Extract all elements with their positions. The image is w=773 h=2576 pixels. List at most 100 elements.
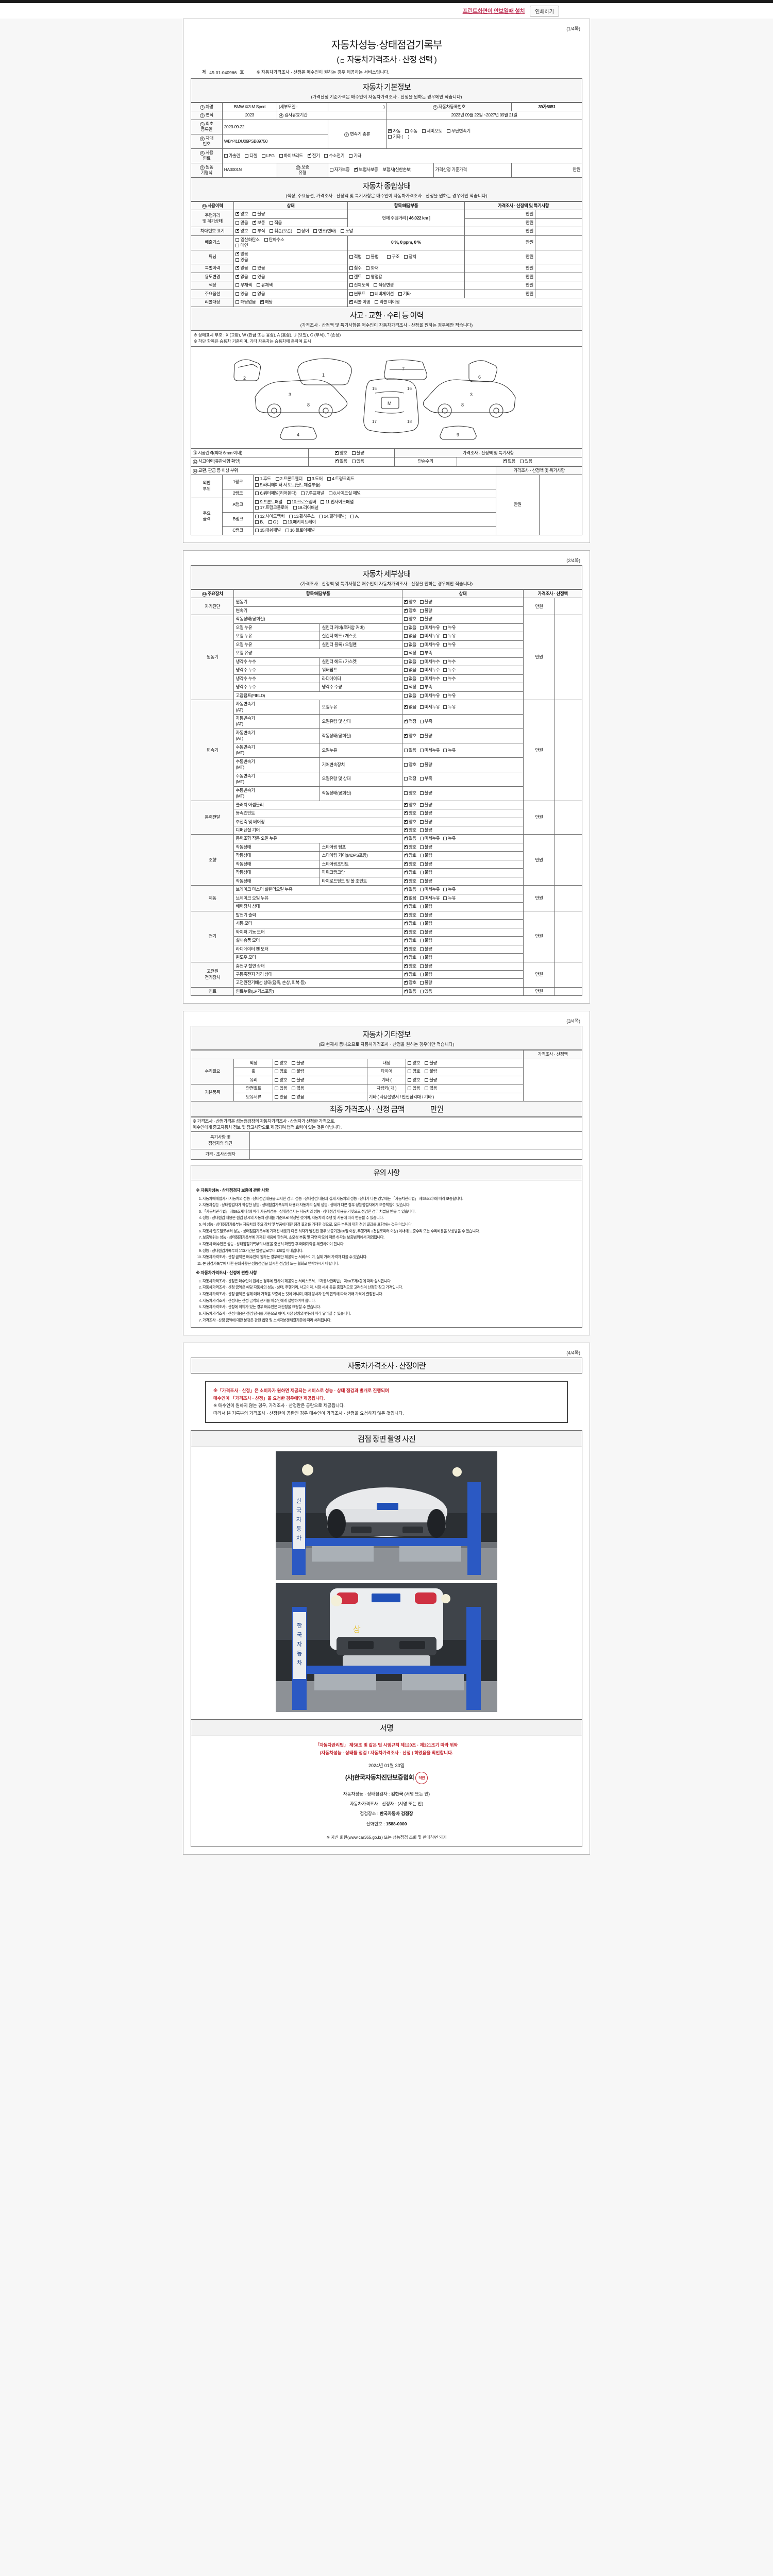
- detail-opt[interactable]: 없음: [404, 633, 416, 639]
- trans-opt-cvt[interactable]: 무단변속기: [446, 128, 470, 134]
- detail-opt[interactable]: 불량: [419, 972, 432, 977]
- detail-opt[interactable]: 미세누유: [419, 748, 440, 753]
- detail-opt[interactable]: 양호: [404, 802, 416, 808]
- detail-opt[interactable]: 불량: [419, 955, 432, 960]
- options-yes[interactable]: 있음: [236, 291, 248, 297]
- detail-price-note[interactable]: [554, 910, 583, 962]
- detail-opt[interactable]: 누수: [443, 659, 456, 665]
- detail-opt[interactable]: 양호: [404, 827, 416, 833]
- detail-opt[interactable]: 양호: [404, 616, 416, 622]
- color-achromatic[interactable]: 무채색: [236, 282, 252, 288]
- detail-price-note[interactable]: [554, 700, 583, 801]
- photo-front-lift[interactable]: 한 국 자 동 차: [276, 1451, 497, 1580]
- vinmark-corrosion[interactable]: 부식: [253, 228, 265, 234]
- detail-opt[interactable]: 미세누수: [419, 676, 440, 682]
- detail-opt[interactable]: 미세누유: [419, 642, 440, 648]
- detail-opt[interactable]: 불량: [419, 870, 432, 875]
- special-flood[interactable]: 침수: [349, 265, 362, 271]
- detail-opt[interactable]: 누유: [443, 625, 456, 631]
- glass-bad[interactable]: 불량: [292, 1077, 304, 1083]
- fuel-opt-electric[interactable]: 전기: [307, 152, 320, 159]
- detail-opt[interactable]: 미세누유: [419, 704, 440, 710]
- detail-opt[interactable]: 불량: [419, 844, 432, 850]
- glass-good[interactable]: 양호: [275, 1077, 288, 1083]
- history-yes[interactable]: 있음: [351, 459, 364, 464]
- fuel-opt-other[interactable]: 기타: [349, 153, 361, 159]
- detail-opt[interactable]: 불량: [419, 616, 432, 622]
- price-assessor-value[interactable]: [249, 1149, 583, 1160]
- vinmark-different[interactable]: 상이: [296, 228, 309, 234]
- part-pillar-panel[interactable]: 14.필러패널(: [319, 514, 346, 519]
- detail-price-note[interactable]: [554, 800, 583, 835]
- docs-no[interactable]: 없음: [292, 1094, 304, 1100]
- gap-bad[interactable]: 불량: [351, 450, 364, 456]
- detail-opt[interactable]: 없음: [404, 895, 416, 901]
- vinmark-damaged[interactable]: 훼손(오손): [270, 228, 292, 234]
- detail-opt[interactable]: 없음: [404, 704, 416, 710]
- emission-hc[interactable]: 탄화수소: [264, 237, 284, 243]
- detail-opt[interactable]: 양호: [404, 852, 416, 858]
- color-chromatic[interactable]: 유채색: [256, 282, 273, 288]
- detail-opt[interactable]: 미세누유: [419, 633, 440, 639]
- simple-yes[interactable]: 있음: [520, 459, 532, 464]
- tire-good[interactable]: 양호: [408, 1069, 421, 1074]
- detail-opt[interactable]: 미세누수: [419, 667, 440, 673]
- special-none[interactable]: 없음: [236, 265, 248, 271]
- seatbelt-no[interactable]: 없음: [292, 1086, 304, 1091]
- detail-opt[interactable]: 불량: [419, 827, 432, 833]
- other-bad[interactable]: 불량: [425, 1077, 437, 1083]
- detail-opt[interactable]: 없음: [404, 988, 416, 994]
- detail-opt[interactable]: 미세누유: [419, 693, 440, 699]
- detail-opt[interactable]: 미세누유: [419, 895, 440, 901]
- fuel-opt-gasoline[interactable]: 가솔린: [224, 153, 240, 159]
- fuel-opt-diesel[interactable]: 디젤: [244, 153, 257, 159]
- detail-opt[interactable]: 불량: [419, 904, 432, 909]
- detail-opt[interactable]: 불량: [419, 802, 432, 808]
- seatbelt-yes[interactable]: 있음: [275, 1086, 288, 1091]
- detail-price-note[interactable]: [554, 885, 583, 911]
- detail-opt[interactable]: 양호: [404, 929, 416, 935]
- warranty-opt-insurer[interactable]: 보험사보증: [354, 166, 378, 173]
- mileage-many[interactable]: 많음: [236, 220, 248, 226]
- detail-opt[interactable]: 불량: [419, 912, 432, 918]
- detail-opt[interactable]: 양호: [404, 733, 416, 739]
- detail-opt[interactable]: 양호: [404, 810, 416, 816]
- part-pillar-a[interactable]: A,: [350, 514, 359, 519]
- tuning-structure[interactable]: 구조: [387, 254, 399, 260]
- part-cross-member[interactable]: 10.크로스멤버: [287, 499, 316, 505]
- detail-opt[interactable]: 불량: [419, 608, 432, 614]
- detail-opt[interactable]: 없음: [404, 625, 416, 631]
- options-other[interactable]: 기타: [398, 291, 411, 297]
- print-notice-link[interactable]: 프린트화면이 안보일때 설치: [462, 8, 525, 14]
- tuning-none[interactable]: 없음: [236, 251, 248, 257]
- detail-opt[interactable]: 불량: [419, 861, 432, 867]
- detail-opt[interactable]: 적정: [404, 776, 416, 782]
- detail-opt[interactable]: 누유: [443, 887, 456, 892]
- detail-opt[interactable]: 미세누유: [419, 625, 440, 631]
- recall-notdone[interactable]: 리콜 미이행: [375, 299, 400, 305]
- special-fire[interactable]: 화재: [366, 265, 379, 271]
- docs-yes[interactable]: 있음: [275, 1094, 288, 1100]
- usechange-none[interactable]: 없음: [236, 274, 248, 280]
- color-changed[interactable]: 색상변경: [374, 282, 394, 288]
- part-door[interactable]: 3.도어: [307, 476, 323, 482]
- usechange-business[interactable]: 영업용: [366, 274, 382, 280]
- detail-opt[interactable]: 불량: [419, 878, 432, 884]
- vinmark-altered[interactable]: 변조(변타): [313, 228, 336, 234]
- detail-opt[interactable]: 누유: [443, 704, 456, 710]
- part-wheel-house[interactable]: 13.휠하우스: [289, 514, 315, 519]
- detail-opt[interactable]: 적정: [404, 684, 416, 690]
- price-survey-checkbox[interactable]: [340, 59, 344, 63]
- detail-opt[interactable]: 불량: [419, 790, 432, 796]
- color-full-paint[interactable]: 전체도색: [349, 282, 369, 288]
- recall-done[interactable]: 리콜 이행: [349, 299, 371, 305]
- part-pillar-b[interactable]: B,: [255, 519, 264, 525]
- detail-opt[interactable]: 누유: [443, 895, 456, 901]
- car-damage-diagram[interactable]: 2 1 7 6 3 8: [191, 346, 582, 449]
- detail-opt[interactable]: 없음: [404, 886, 416, 892]
- detail-opt[interactable]: 불량: [419, 929, 432, 935]
- warranty-opt-self[interactable]: 자가보증: [329, 167, 350, 173]
- usechange-rent[interactable]: 렌트: [349, 274, 362, 280]
- part-side-member[interactable]: 12.사이드멤버: [255, 514, 285, 519]
- detail-opt[interactable]: 부족: [419, 719, 432, 724]
